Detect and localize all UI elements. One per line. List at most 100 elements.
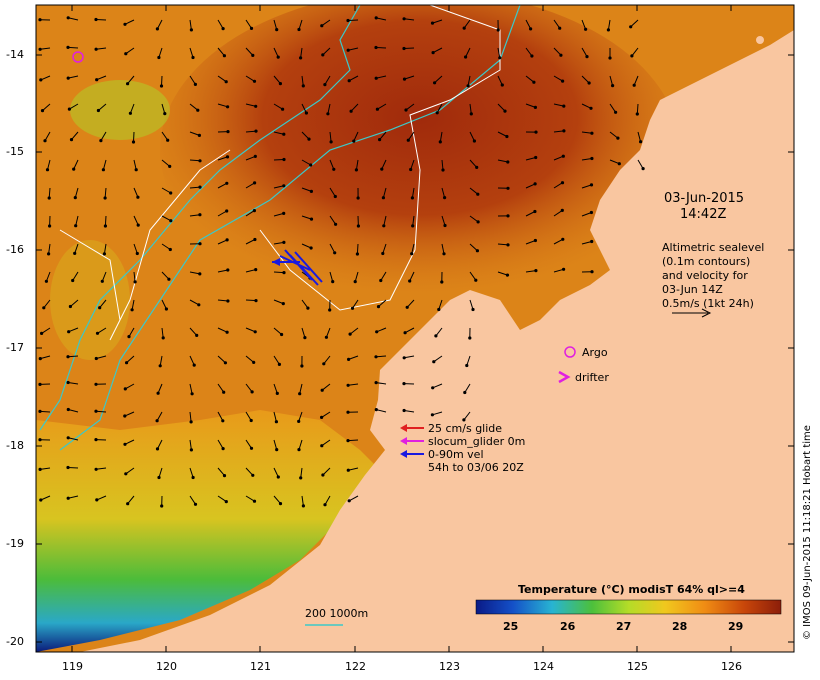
velocity-arrow-head — [160, 504, 164, 508]
velocity-arrow — [301, 159, 311, 166]
glider-legend-item: 54h to 03/06 20Z — [428, 461, 524, 474]
velocity-arrow-head — [560, 208, 564, 212]
velocity-arrow — [125, 467, 135, 475]
velocity-arrow — [99, 299, 107, 309]
velocity-arrow — [441, 187, 446, 198]
velocity-arrow-head — [134, 168, 138, 172]
velocity-arrow — [67, 355, 79, 358]
velocity-arrow — [553, 19, 561, 29]
velocity-arrow — [404, 18, 415, 21]
velocity-arrow — [245, 467, 254, 476]
velocity-arrow-head — [198, 185, 202, 189]
velocity-arrow-head — [168, 247, 172, 252]
velocity-arrow — [133, 131, 135, 143]
velocity-arrow-head — [156, 391, 160, 395]
velocity-arrow — [124, 439, 135, 445]
velocity-arrow-head — [72, 167, 76, 171]
velocity-arrow-head — [297, 27, 301, 32]
velocity-arrow-head — [320, 388, 324, 392]
velocity-arrow — [609, 131, 619, 139]
velocity-arrow — [245, 210, 255, 217]
velocity-arrow — [128, 327, 135, 337]
velocity-arrow-head — [614, 110, 618, 114]
velocity-arrow-head — [611, 84, 615, 88]
glider-legend-item: 0-90m vel — [428, 448, 484, 461]
velocity-arrow-head — [155, 419, 159, 423]
velocity-arrow — [411, 187, 415, 198]
lat-tick-label: -19 — [6, 537, 24, 550]
velocity-arrow-head — [324, 335, 328, 339]
velocity-arrow — [124, 19, 135, 25]
velocity-arrow — [161, 215, 172, 222]
velocity-arrow — [217, 355, 226, 364]
velocity-arrow — [497, 75, 503, 86]
velocity-arrow-head — [331, 280, 335, 284]
velocity-arrow — [441, 159, 444, 171]
velocity-arrow — [68, 17, 79, 21]
velocity-arrow-head — [67, 107, 71, 111]
velocity-arrow-head — [66, 76, 70, 80]
velocity-arrow — [609, 75, 614, 86]
velocity-arrow-head — [355, 252, 359, 256]
velocity-arrow — [356, 243, 359, 255]
velocity-arrow-head — [506, 243, 510, 247]
velocity-arrow — [581, 158, 592, 161]
velocity-arrow — [67, 467, 79, 469]
velocity-arrow-head — [505, 134, 509, 139]
velocity-arrow — [189, 103, 199, 111]
velocity-arrow — [298, 411, 303, 422]
lon-tick-label: 122 — [345, 660, 366, 673]
velocity-arrow-head — [533, 209, 537, 214]
velocity-arrow-head — [66, 496, 70, 500]
velocity-arrow — [125, 383, 135, 390]
velocity-arrow — [321, 383, 331, 391]
velocity-arrow — [161, 131, 169, 141]
velocity-arrow — [96, 467, 107, 470]
velocity-arrow — [553, 75, 563, 82]
velocity-arrows — [38, 16, 645, 508]
velocity-arrow-head — [73, 251, 77, 255]
velocity-arrow-head — [411, 224, 415, 228]
colorbar-tick: 26 — [560, 620, 576, 633]
velocity-arrow — [273, 299, 284, 305]
velocity-arrow — [102, 159, 107, 170]
velocity-arrow — [127, 75, 135, 85]
velocity-arrow-head — [562, 104, 566, 108]
velocity-arrow-head — [225, 209, 229, 213]
velocity-arrow — [404, 410, 415, 413]
velocity-arrow — [301, 327, 306, 338]
velocity-arrow — [273, 467, 279, 478]
velocity-arrow-head — [617, 162, 621, 166]
velocity-arrow-head — [464, 55, 468, 59]
velocity-arrow-head — [533, 238, 538, 243]
velocity-arrow — [553, 155, 564, 161]
velocity-arrow — [301, 75, 304, 86]
velocity-arrow-head — [280, 332, 284, 337]
velocity-arrow-head — [45, 168, 50, 172]
velocity-arrow — [273, 355, 280, 365]
velocity-arrow-head — [71, 278, 75, 283]
velocity-arrow — [273, 185, 284, 189]
velocity-arrow-head — [441, 168, 445, 172]
velocity-arrow-head — [191, 475, 195, 480]
velocity-arrow-head — [632, 83, 636, 87]
velocity-arrow — [464, 383, 471, 393]
velocity-arrow-head — [253, 330, 257, 334]
velocity-arrow-head — [74, 224, 78, 228]
velocity-arrow-head — [223, 361, 227, 365]
colorbar-tick: 27 — [616, 620, 632, 633]
velocity-arrow — [217, 439, 224, 449]
velocity-arrow — [321, 411, 331, 418]
lat-tick-label: -20 — [6, 635, 24, 648]
argo-legend-marker — [564, 346, 576, 358]
velocity-arrow-head — [190, 392, 194, 396]
velocity-arrow-head — [96, 108, 100, 113]
velocity-arrow — [245, 182, 255, 189]
velocity-arrow-head — [584, 27, 588, 31]
velocity-arrow — [161, 243, 171, 250]
velocity-arrow-head — [282, 157, 286, 162]
lon-tick-label: 124 — [533, 660, 554, 673]
velocity-arrow — [157, 439, 163, 450]
velocity-arrow — [156, 19, 163, 30]
velocity-arrow — [466, 355, 471, 366]
